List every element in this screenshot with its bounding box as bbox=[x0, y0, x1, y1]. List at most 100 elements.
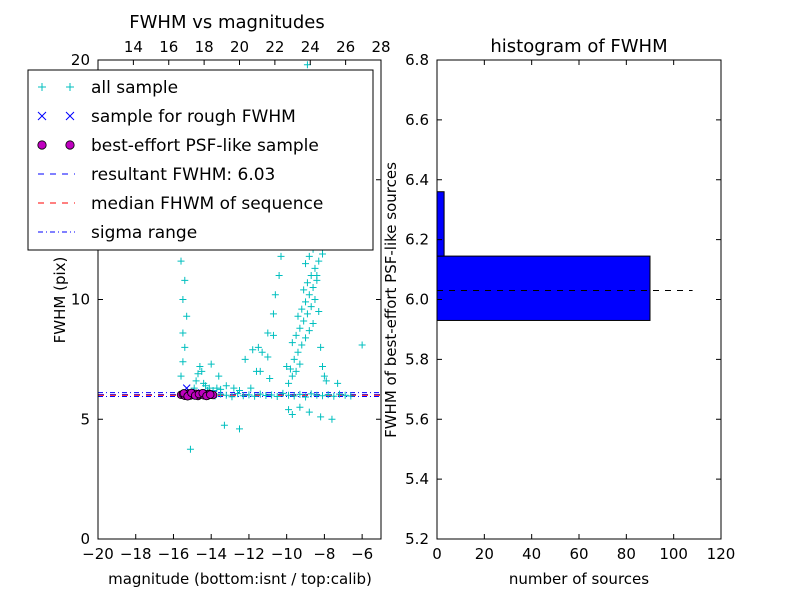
scatter-legend: all sample sample for rough FWHM best-effo… bbox=[27, 69, 374, 251]
histogram-chart: histogram of FWHM 0 20 40 60 80 100 120 5.2 5.4 5… bbox=[382, 36, 735, 588]
scatter-point-all-sample bbox=[296, 403, 304, 411]
scatter-point-all-sample bbox=[328, 415, 336, 423]
scatter-point-all-sample bbox=[264, 353, 272, 361]
scatter-point-all-sample bbox=[298, 341, 306, 349]
scatter-point-all-sample bbox=[303, 279, 311, 287]
scatter-point-all-sample bbox=[298, 305, 306, 313]
scatter-xtick-label: −8 bbox=[313, 545, 335, 563]
scatter-point-all-sample bbox=[307, 303, 315, 311]
legend-label: sample for rough FWHM bbox=[91, 107, 296, 127]
legend-entry: sample for rough FWHM bbox=[37, 107, 296, 127]
scatter-ylabel: FWHM (pix) bbox=[51, 257, 69, 344]
scatter-point-all-sample bbox=[202, 382, 210, 390]
scatter-point-all-sample bbox=[236, 425, 243, 433]
scatter-xtick-label: −20 bbox=[82, 545, 114, 563]
scatter-point-all-sample bbox=[230, 384, 238, 392]
scatter-point-all-sample bbox=[302, 334, 310, 342]
scatter-point-all-sample bbox=[296, 324, 304, 332]
scatter-point-all-sample bbox=[179, 296, 187, 303]
scatter-point-all-sample bbox=[245, 391, 253, 399]
scatter-point-all-sample bbox=[222, 391, 230, 399]
histogram-bar-1 bbox=[436, 191, 445, 257]
scatter-point-all-sample bbox=[302, 298, 310, 306]
scatter-point-all-sample bbox=[177, 257, 185, 265]
scatter-point-psf-sample bbox=[206, 390, 215, 399]
scatter-point-all-sample bbox=[269, 331, 277, 339]
scatter-top-xtick-label: 16 bbox=[159, 38, 178, 56]
histogram-xtick-label: 40 bbox=[522, 545, 541, 563]
scatter-top-xtick-label: 18 bbox=[195, 38, 214, 56]
scatter-xlabel: magnitude (bottom:isnt / top:calib) bbox=[108, 570, 372, 588]
scatter-point-all-sample bbox=[305, 252, 313, 260]
scatter-xtick-label: −14 bbox=[195, 545, 227, 563]
histogram-ytick-label: 6.4 bbox=[405, 171, 429, 189]
scatter-ytick-label: 0 bbox=[80, 530, 90, 548]
histogram-ytick-label: 5.2 bbox=[405, 530, 429, 548]
legend-marker-plus bbox=[66, 83, 74, 91]
scatter-point-all-sample bbox=[277, 252, 285, 260]
scatter-point-all-sample bbox=[179, 329, 187, 337]
legend-marker-x bbox=[65, 111, 75, 121]
histogram-ytick-label: 5.6 bbox=[405, 410, 429, 428]
legend-box bbox=[27, 69, 374, 251]
scatter-xtick-label: −12 bbox=[233, 545, 265, 563]
scatter-point-all-sample bbox=[198, 367, 206, 375]
scatter-point-all-sample bbox=[179, 358, 187, 366]
scatter-point-all-sample bbox=[317, 413, 325, 421]
scatter-point-all-sample bbox=[305, 408, 313, 416]
histogram-xtick-label: 20 bbox=[475, 545, 494, 563]
scatter-point-all-sample bbox=[239, 392, 247, 400]
scatter-point-all-sample bbox=[334, 379, 342, 387]
scatter-point-all-sample bbox=[264, 329, 272, 337]
scatter-point-all-sample bbox=[315, 307, 323, 315]
scatter-point-all-sample bbox=[305, 327, 313, 335]
histogram-plot-area: 0 20 40 60 80 100 120 5.2 5.4 5.6 5.8 6.0 6.2 6.4 6.6 6… bbox=[405, 51, 735, 563]
scatter-point-all-sample bbox=[279, 389, 287, 397]
scatter-point-all-sample bbox=[285, 391, 293, 399]
scatter-ytick-label: 20 bbox=[71, 51, 90, 69]
scatter-point-all-sample bbox=[196, 363, 204, 371]
scatter-point-all-sample bbox=[290, 392, 298, 400]
histogram-ytick-label: 6.0 bbox=[405, 291, 429, 309]
scatter-point-all-sample bbox=[302, 260, 310, 268]
scatter-xtick-label: −16 bbox=[158, 545, 190, 563]
scatter-point-all-sample bbox=[268, 391, 276, 399]
histogram-ytick-label: 6.8 bbox=[405, 51, 429, 69]
histogram-ytick-label: 5.4 bbox=[405, 470, 429, 488]
legend-entry: all sample bbox=[38, 78, 178, 98]
scatter-point-all-sample bbox=[296, 390, 304, 398]
scatter-point-all-sample bbox=[303, 310, 311, 318]
scatter-top-xtick-label: 14 bbox=[124, 38, 143, 56]
legend-label: resultant FWHM: 6.03 bbox=[91, 165, 275, 185]
scatter-point-all-sample bbox=[222, 382, 230, 390]
histogram-ylabel: FWHM of best-effort PSF-like sources bbox=[382, 162, 400, 438]
scatter-point-all-sample bbox=[228, 393, 236, 401]
scatter-point-all-sample bbox=[251, 392, 259, 400]
scatter-point-all-sample bbox=[256, 367, 264, 375]
scatter-point-all-sample bbox=[215, 372, 223, 380]
scatter-point-all-sample bbox=[254, 343, 262, 351]
scatter-point-all-sample bbox=[307, 272, 315, 280]
scatter-point-all-sample bbox=[313, 276, 321, 284]
histogram-title: histogram of FWHM bbox=[490, 36, 667, 57]
scatter-point-all-sample bbox=[317, 343, 325, 351]
scatter-point-all-sample bbox=[249, 346, 257, 354]
scatter-point-all-sample bbox=[256, 390, 264, 398]
scatter-point-all-sample bbox=[288, 372, 296, 380]
histogram-xtick-label: 100 bbox=[659, 545, 688, 563]
histogram-xtick-label: 80 bbox=[617, 545, 636, 563]
histogram-xtick-label: 120 bbox=[707, 545, 736, 563]
scatter-point-all-sample bbox=[181, 276, 189, 284]
scatter-ytick-label: 5 bbox=[80, 410, 90, 428]
scatter-point-all-sample bbox=[311, 264, 319, 272]
scatter-point-all-sample bbox=[302, 393, 310, 401]
scatter-point-all-sample bbox=[217, 385, 225, 393]
scatter-point-all-sample bbox=[294, 312, 302, 320]
scatter-point-all-sample bbox=[307, 390, 315, 398]
scatter-point-all-sample bbox=[288, 339, 296, 347]
scatter-point-all-sample bbox=[300, 317, 308, 325]
scatter-point-all-sample bbox=[269, 310, 277, 318]
scatter-top-xtick-label: 24 bbox=[301, 38, 320, 56]
scatter-point-all-sample bbox=[335, 390, 343, 398]
